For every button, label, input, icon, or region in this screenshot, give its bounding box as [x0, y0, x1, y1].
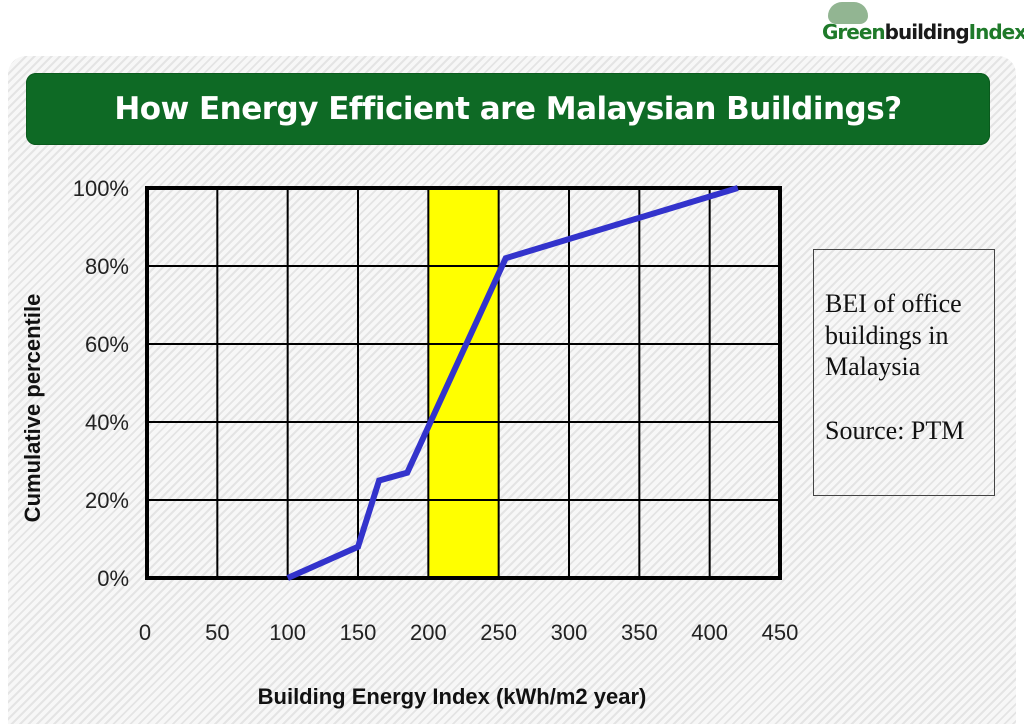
- x-tick-label: 50: [205, 620, 229, 645]
- x-axis-title: Building Energy Index (kWh/m2 year): [258, 684, 647, 709]
- logo-middle: building: [884, 20, 970, 44]
- note-source: Source: PTM: [825, 416, 965, 446]
- tree-icon: [828, 2, 868, 24]
- greenbuildingindex-logo: GreenbuildingIndex: [818, 2, 1024, 48]
- data-line: [286, 185, 739, 581]
- logo-prefix: Green: [822, 20, 886, 44]
- highlight-band: [428, 188, 499, 578]
- chart-annotation-box: BEI of office buildings in Malaysia Sour…: [813, 249, 995, 496]
- x-tick-label: 300: [551, 620, 588, 645]
- note-line-3: Malaysia: [825, 352, 921, 382]
- y-tick-label: 40%: [85, 410, 129, 435]
- x-tick-label: 200: [410, 620, 447, 645]
- y-tick-label: 100%: [73, 176, 129, 201]
- note-line-2: buildings in: [825, 320, 949, 350]
- x-tick-label: 150: [340, 620, 377, 645]
- x-tick-label: 250: [480, 620, 517, 645]
- x-tick-label: 0: [139, 620, 151, 645]
- note-line-1: BEI of office: [825, 289, 962, 318]
- slide-background-panel: [8, 56, 1016, 724]
- y-tick-label: 60%: [85, 332, 129, 357]
- y-tick-label: 80%: [85, 254, 129, 279]
- y-axis-title: Cumulative percentile: [20, 294, 45, 523]
- x-tick-label: 100: [269, 620, 306, 645]
- x-tick-label: 350: [621, 620, 658, 645]
- logo-text: GreenbuildingIndex: [822, 20, 1024, 44]
- y-tick-label: 20%: [85, 488, 129, 513]
- logo-suffix: Index: [968, 20, 1024, 44]
- plot-frame: [145, 186, 782, 580]
- x-tick-label: 400: [691, 620, 728, 645]
- x-tick-label: 450: [762, 620, 799, 645]
- title-banner: How Energy Efficient are Malaysian Build…: [26, 73, 990, 145]
- y-tick-label: 0%: [97, 566, 129, 591]
- page-title: How Energy Efficient are Malaysian Build…: [114, 91, 902, 127]
